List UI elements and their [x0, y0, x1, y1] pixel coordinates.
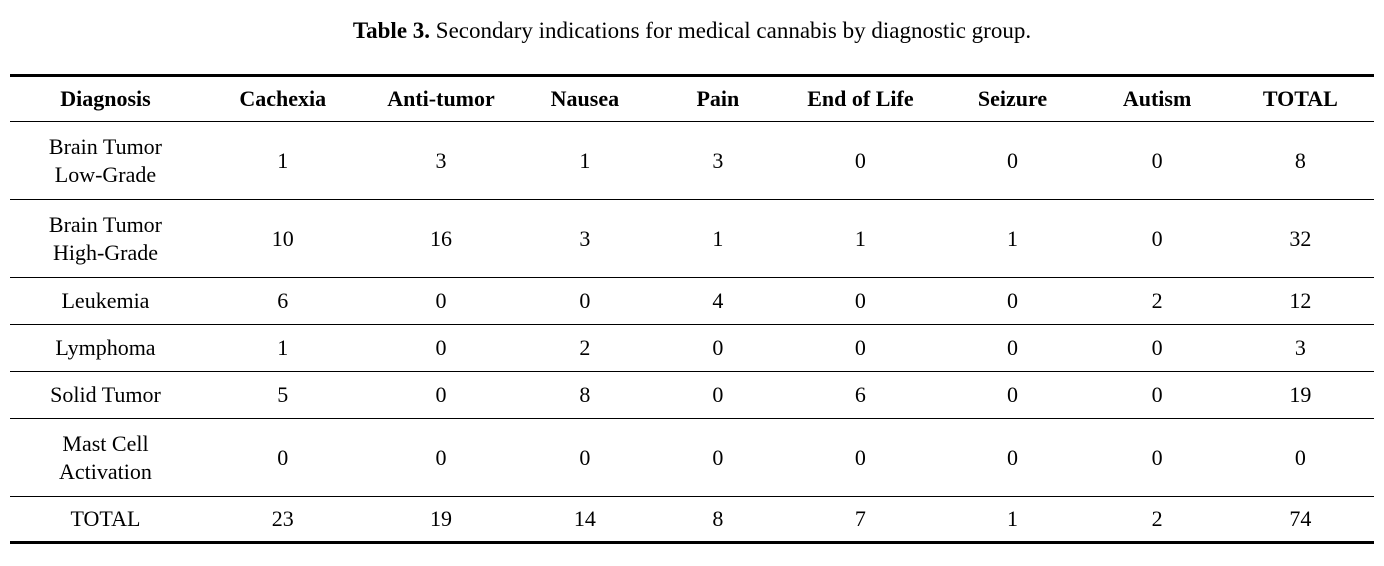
cell-value: 0	[937, 371, 1088, 419]
cell-value: 5	[200, 371, 365, 419]
row-label: Leukemia	[10, 277, 201, 325]
cell-value: 0	[783, 324, 938, 372]
table-row-lymphoma: Lymphoma 1 0 2 0 0 0 0 3	[10, 324, 1374, 372]
row-label-line1: Lymphoma	[55, 335, 156, 360]
table-row-solid-tumor: Solid Tumor 5 0 8 0 6 0 0 19	[10, 371, 1374, 419]
total-cell-value: 23	[271, 506, 294, 531]
column-header-total: TOTAL	[1226, 75, 1374, 122]
cell-value: 32	[1226, 199, 1374, 278]
cell-value: 12	[1226, 277, 1374, 325]
row-label-line1: Leukemia	[61, 288, 150, 313]
cell-value: 3	[1226, 324, 1374, 372]
cell-value: 0	[200, 418, 365, 497]
row-label-line1: Brain Tumor	[48, 211, 163, 237]
secondary-indications-table: Diagnosis Cachexia Anti-tumor Nausea Pai…	[10, 74, 1374, 544]
column-header-anti-tumor: Anti-tumor	[364, 75, 518, 122]
cell-value: 0	[1087, 324, 1227, 372]
table-header-row: Diagnosis Cachexia Anti-tumor Nausea Pai…	[10, 75, 1374, 122]
cell-value: 2	[517, 324, 653, 372]
cell-value: 0	[783, 277, 938, 325]
cell-value: 1	[517, 121, 653, 200]
cell-value: 0	[783, 418, 938, 497]
cell-value: 0	[652, 324, 784, 372]
cell-value: 0	[1087, 371, 1227, 419]
cell-value: 0	[652, 371, 784, 419]
cell-value: 6	[200, 277, 365, 325]
cell-value: 0	[937, 324, 1088, 372]
column-header-diagnosis: Diagnosis	[10, 75, 201, 122]
cell-value: 0	[364, 418, 518, 497]
cell-value: 10	[200, 199, 365, 278]
cell-value: 0	[364, 324, 518, 372]
cell-value: 8	[517, 371, 653, 419]
table-row-brain-tumor-high-grade: Brain Tumor High-Grade 10 16 3 1 1 1 0 3…	[10, 199, 1374, 278]
cell-value: 16	[364, 199, 518, 278]
cell-value: 4	[652, 277, 784, 325]
row-label: Solid Tumor	[10, 371, 201, 419]
row-label-line1: Mast Cell	[62, 430, 149, 456]
column-header-seizure: Seizure	[937, 75, 1088, 122]
cell-value: 0	[364, 371, 518, 419]
cell-value: 2	[1087, 277, 1227, 325]
total-cell-value: 2	[1151, 506, 1163, 531]
row-label-line2: Activation	[59, 458, 152, 484]
column-header-pain: Pain	[652, 75, 784, 122]
cell-value: 0	[937, 277, 1088, 325]
cell-value: 3	[364, 121, 518, 200]
cell-value: 0	[517, 277, 653, 325]
total-cell-value: 14	[573, 506, 596, 531]
cell-value: 0	[652, 418, 784, 497]
table-row-brain-tumor-low-grade: Brain Tumor Low-Grade 1 3 1 3 0 0 0 8	[10, 121, 1374, 200]
total-cell-value: 7	[854, 506, 866, 531]
column-header-nausea: Nausea	[517, 75, 653, 122]
row-label: Mast Cell Activation	[10, 418, 201, 497]
table-row-leukemia: Leukemia 6 0 0 4 0 0 2 12	[10, 277, 1374, 325]
cell-value: 0	[1226, 418, 1374, 497]
cell-value: 0	[937, 418, 1088, 497]
cell-value: 8	[1226, 121, 1374, 200]
table-caption-text: Secondary indications for medical cannab…	[435, 18, 1032, 43]
cell-value: 3	[517, 199, 653, 278]
cell-value: 0	[937, 121, 1088, 200]
row-label: Brain Tumor Low-Grade	[10, 121, 201, 200]
cell-value: 0	[364, 277, 518, 325]
table-row-total: TOTAL 23 19 14 8 7 1 2 74	[10, 497, 1374, 543]
total-cell-value: 8	[712, 506, 724, 531]
cell-value: 1	[200, 324, 365, 372]
column-header-end-of-life: End of Life	[783, 75, 938, 122]
cell-value: 1	[783, 199, 938, 278]
cell-value: 1	[937, 199, 1088, 278]
table-row-mast-cell-activation: Mast Cell Activation 0 0 0 0 0 0 0 0	[10, 418, 1374, 497]
cell-value: 1	[652, 199, 784, 278]
total-row-label: TOTAL	[70, 506, 141, 531]
row-label: Lymphoma	[10, 324, 201, 372]
total-cell-value: 74	[1289, 506, 1312, 531]
cell-value: 6	[783, 371, 938, 419]
cell-value: 0	[517, 418, 653, 497]
total-cell-value: 1	[1007, 506, 1018, 531]
cell-value: 0	[783, 121, 938, 200]
row-label-line2: Low-Grade	[54, 161, 157, 187]
cell-value: 0	[1087, 418, 1227, 497]
row-label-line1: Brain Tumor	[48, 133, 163, 159]
cell-value: 3	[652, 121, 784, 200]
cell-value: 19	[1226, 371, 1374, 419]
row-label: Brain Tumor High-Grade	[10, 199, 201, 278]
column-header-autism: Autism	[1087, 75, 1227, 122]
total-cell-value: 19	[430, 506, 452, 531]
table-caption: Table 3. Secondary indications for medic…	[10, 16, 1374, 46]
row-label-line1: Solid Tumor	[50, 382, 161, 407]
cell-value: 0	[1087, 121, 1227, 200]
row-label-line2: High-Grade	[52, 239, 159, 265]
table-caption-label: Table 3.	[352, 18, 431, 43]
cell-value: 1	[200, 121, 365, 200]
column-header-cachexia: Cachexia	[200, 75, 365, 122]
cell-value: 0	[1087, 199, 1227, 278]
